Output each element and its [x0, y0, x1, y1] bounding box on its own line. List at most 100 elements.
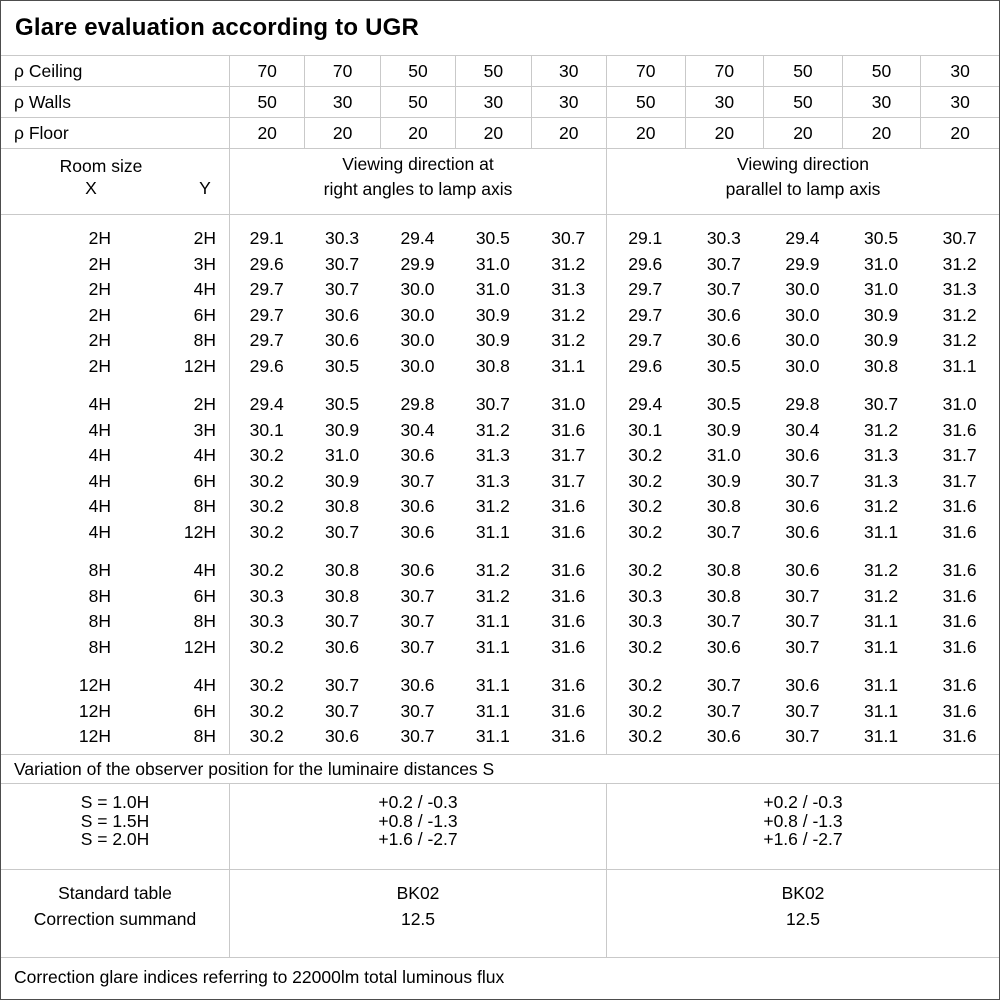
ugr-data-row: 4H 6H 30.2 30.9 30.7 31.3 31.7 30.2 30.9 30.7 31.3… [1, 469, 999, 495]
grid-divider-left [229, 215, 230, 754]
ugr-value-parallel: 31.2 [942, 330, 977, 350]
ugr-value-parallel: 30.6 [785, 560, 820, 580]
ugr-value-parallel: 30.2 [628, 675, 663, 695]
s-correction-value: +1.6 / -2.7 [763, 829, 843, 849]
ugr-data-row: 4H 8H 30.2 30.8 30.6 31.2 31.6 30.2 30.8 30.6 31.2… [1, 494, 999, 520]
room-x-value: 4H [88, 496, 111, 516]
ugr-value-right-angles: 30.7 [400, 470, 435, 491]
ugr-data-row: 2H 4H 29.7 30.7 30.0 31.0 31.3 29.7 30.7 30.0 31.0… [1, 277, 999, 303]
ugr-value-right-angles: 30.8 [325, 560, 360, 580]
ugr-value-right-angles: 31.2 [551, 253, 586, 274]
spacer [216, 226, 229, 252]
ugr-value-right-angles: 30.5 [475, 228, 510, 248]
ugr-value-parallel: 31.0 [942, 394, 977, 414]
ugr-value-right-angles: 31.7 [551, 470, 586, 491]
ugr-value-right-angles: 30.7 [400, 611, 435, 631]
reflectance-value: 20 [530, 118, 606, 148]
ugr-value-parallel: 31.1 [864, 726, 899, 746]
ugr-value-parallel: 30.6 [706, 636, 741, 657]
ugr-value-right-angles: 30.2 [249, 445, 284, 465]
spacer [216, 303, 229, 329]
room-x-value: 2H [88, 330, 111, 350]
ugr-data-row: 8H 6H 30.3 30.8 30.7 31.2 31.6 30.3 30.8 30.7 31.2… [1, 584, 999, 610]
ugr-value-parallel: 30.8 [706, 560, 741, 580]
ugr-value-right-angles: 30.7 [325, 253, 360, 274]
room-y-value: 4H [193, 675, 216, 695]
room-x-value: 4H [88, 419, 111, 440]
ugr-value-right-angles: 30.6 [400, 675, 435, 695]
reflectance-value: 30 [530, 56, 606, 86]
ugr-value-parallel: 30.4 [785, 419, 820, 440]
ugr-value-right-angles: 30.8 [325, 496, 360, 516]
ugr-value-right-angles: 31.2 [475, 585, 510, 606]
room-x-value: 12H [78, 726, 111, 746]
ugr-value-right-angles: 31.6 [551, 496, 586, 516]
ugr-data-row: 2H 3H 29.6 30.7 29.9 31.0 31.2 29.6 30.7 29.9 31.0… [1, 252, 999, 278]
reflectance-value: 20 [684, 118, 764, 148]
standard-values-right-angles: BK02 12.5 [229, 870, 606, 957]
ugr-value-parallel: 30.7 [785, 636, 820, 657]
x-axis-label: X [85, 178, 97, 198]
ugr-value-right-angles: 31.6 [551, 700, 586, 721]
spacer [216, 609, 229, 635]
room-y-value: 4H [193, 279, 216, 299]
s-correction-value: +0.8 / -1.3 [378, 810, 458, 831]
ugr-value-parallel: 30.9 [706, 419, 741, 440]
ugr-value-parallel: 30.3 [706, 228, 741, 248]
ugr-value-parallel: 31.6 [942, 636, 977, 657]
ugr-data-row: 2H 12H 29.6 30.5 30.0 30.8 31.1 29.6 30.5 30.0 30.… [1, 354, 999, 380]
reflectance-value: 50 [841, 56, 921, 86]
reflectance-value: 70 [229, 56, 304, 86]
ugr-value-parallel: 30.2 [628, 496, 663, 516]
ugr-value-parallel: 29.6 [628, 355, 663, 376]
ugr-value-right-angles: 31.2 [475, 419, 510, 440]
ugr-value-right-angles: 29.7 [249, 304, 284, 325]
reflectance-value: 20 [841, 118, 921, 148]
ugr-value-parallel: 31.7 [942, 445, 977, 465]
s-distance-labels: S = 1.0H S = 1.5H S = 2.0H [1, 784, 229, 869]
standard-table-labels: Standard table Correction summand [1, 870, 229, 957]
ugr-value-parallel: 30.2 [628, 636, 663, 657]
ugr-value-parallel: 29.4 [785, 228, 820, 248]
ugr-data-row: 12H 4H 30.2 30.7 30.6 31.1 31.6 30.2 30.7 30.6 31.… [1, 673, 999, 699]
ugr-value-right-angles: 30.6 [400, 521, 435, 542]
s-correction-value: +0.2 / -0.3 [763, 792, 843, 812]
viewing-direction-right-angles-header: Viewing direction at right angles to lam… [229, 149, 606, 214]
ugr-value-right-angles: 31.1 [475, 726, 510, 746]
ugr-value-right-angles: 30.2 [249, 700, 284, 721]
ugr-value-right-angles: 30.3 [325, 228, 360, 248]
ugr-value-right-angles: 29.7 [249, 279, 284, 299]
room-y-value: 6H [193, 700, 216, 721]
room-x-value: 8H [88, 611, 111, 631]
standard-values-parallel: BK02 12.5 [606, 870, 999, 957]
ugr-data-row: 2H 8H 29.7 30.6 30.0 30.9 31.2 29.7 30.6 30.0 30.9… [1, 328, 999, 354]
ugr-value-right-angles: 30.6 [325, 636, 360, 657]
ugr-value-parallel: 31.6 [942, 496, 977, 516]
room-y-value: 6H [193, 304, 216, 325]
ugr-value-parallel: 30.5 [706, 394, 741, 414]
ugr-value-right-angles: 31.0 [475, 253, 510, 274]
reflectance-value: 30 [530, 87, 606, 117]
room-x-value: 4H [88, 394, 111, 414]
ugr-value-parallel: 30.7 [942, 228, 977, 248]
ugr-value-right-angles: 29.6 [249, 253, 284, 274]
reflectance-value: 50 [379, 87, 455, 117]
ugr-value-parallel: 30.0 [785, 330, 820, 350]
spacer [216, 520, 229, 546]
spacer [216, 494, 229, 520]
standard-section-value: 12.5 [400, 908, 436, 929]
room-x-value: 4H [88, 470, 111, 491]
ugr-value-right-angles: 31.3 [475, 470, 510, 491]
ugr-value-parallel: 29.7 [628, 304, 663, 325]
ugr-data-row: 4H 3H 30.1 30.9 30.4 31.2 31.6 30.1 30.9 30.4 31.2… [1, 418, 999, 444]
ugr-value-right-angles: 30.9 [325, 419, 360, 440]
page-title: Glare evaluation according to UGR [15, 14, 420, 41]
ugr-value-right-angles: 31.2 [551, 304, 586, 325]
ugr-value-right-angles: 31.1 [475, 521, 510, 542]
ugr-value-parallel: 30.0 [785, 279, 820, 299]
ugr-value-right-angles: 30.6 [400, 445, 435, 465]
ugr-value-right-angles: 30.6 [400, 560, 435, 580]
ugr-value-right-angles: 30.6 [325, 330, 360, 350]
ugr-value-right-angles: 31.1 [475, 636, 510, 657]
ugr-value-parallel: 30.6 [706, 330, 741, 350]
